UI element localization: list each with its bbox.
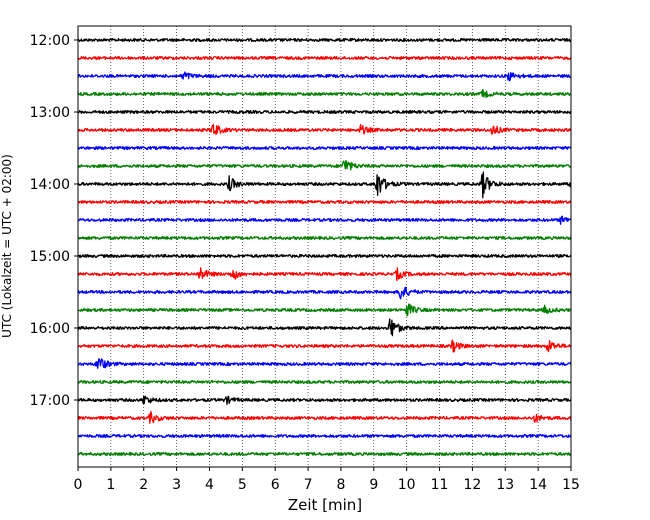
trace-row-1745 xyxy=(77,451,572,457)
x-tick-label: 8 xyxy=(336,477,345,493)
trace-row-1315 xyxy=(77,124,572,136)
x-tick-label: 1 xyxy=(106,477,115,493)
trace-row-1500 xyxy=(77,253,572,259)
trace-row-1345 xyxy=(77,159,572,171)
y-tick-label: 12:00 xyxy=(30,33,70,49)
trace-row-1415 xyxy=(77,199,572,205)
x-tick-label: 4 xyxy=(205,477,214,493)
x-tick-label: 14 xyxy=(529,477,547,493)
trace-row-1400 xyxy=(77,171,572,199)
trace-row-1645 xyxy=(77,379,572,385)
x-tick-label: 12 xyxy=(463,477,481,493)
trace-row-1300 xyxy=(77,109,572,115)
trace-row-1600 xyxy=(77,318,572,337)
trace-row-1215 xyxy=(77,55,572,61)
trace-row-1730 xyxy=(77,433,572,439)
x-tick-label: 6 xyxy=(271,477,280,493)
x-tick-label: 15 xyxy=(562,477,580,493)
trace-row-1445 xyxy=(77,235,572,241)
trace-row-1430 xyxy=(77,215,572,225)
trace-row-1530 xyxy=(77,286,572,300)
x-tick-label: 9 xyxy=(369,477,378,493)
trace-row-1715 xyxy=(77,411,572,424)
y-tick-label: 15:00 xyxy=(30,249,70,265)
trace-row-1515 xyxy=(77,267,572,282)
x-tick-label: 3 xyxy=(172,477,181,493)
trace-row-1615 xyxy=(77,339,572,353)
x-tick-label: 10 xyxy=(398,477,416,493)
trace-row-1545 xyxy=(77,303,572,317)
x-tick-label: 13 xyxy=(496,477,514,493)
y-tick-label: 13:00 xyxy=(30,105,70,121)
y-tick-label: 17:00 xyxy=(30,393,70,409)
x-tick-label: 11 xyxy=(431,477,449,493)
trace-row-1700 xyxy=(77,395,572,405)
x-axis-title: Zeit [min] xyxy=(288,496,362,514)
seismogram-traces xyxy=(77,37,572,457)
x-tick-label: 2 xyxy=(139,477,148,493)
y-tick-label: 16:00 xyxy=(30,321,70,337)
trace-row-1330 xyxy=(77,145,572,151)
x-tick-label: 5 xyxy=(238,477,247,493)
x-axis-ticks: 0 1 2 3 4 5 6 7 8 9 10 11 12 13 14 15 xyxy=(74,467,580,493)
trace-row-1200 xyxy=(77,37,572,43)
x-tick-label: 7 xyxy=(304,477,313,493)
trace-row-1230 xyxy=(77,71,572,82)
y-axis-ticks: 12:00 13:00 14:00 15:00 16:00 17:00 xyxy=(30,33,78,409)
trace-row-1630 xyxy=(77,358,572,369)
x-tick-label: 0 xyxy=(74,477,83,493)
y-axis-title: UTC (Lokalzeit = UTC + 02:00) xyxy=(0,154,14,338)
trace-row-1245 xyxy=(77,88,572,98)
y-tick-label: 14:00 xyxy=(30,177,70,193)
plot-frame xyxy=(77,25,572,468)
